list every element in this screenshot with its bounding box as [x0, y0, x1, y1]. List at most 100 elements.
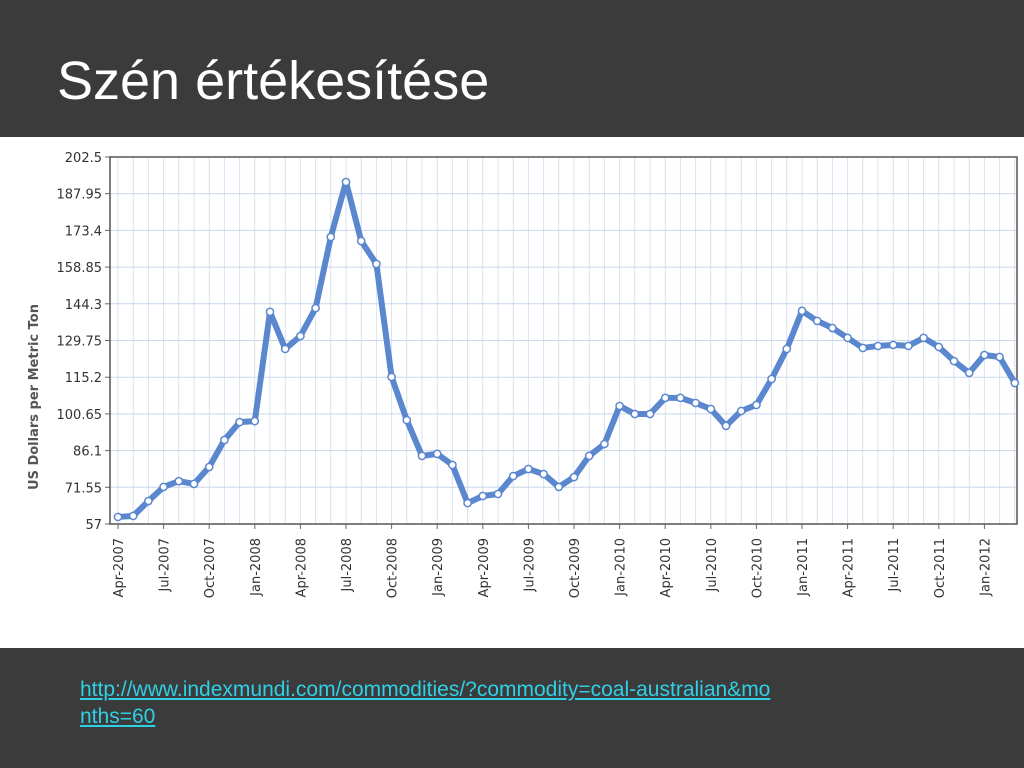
x-tick-label: Jan-2009: [431, 538, 446, 597]
y-tick-label: 129.75: [57, 335, 103, 350]
plot-border: [109, 156, 1018, 525]
x-tick-label: Jul-2007: [158, 538, 173, 592]
point: [1010, 378, 1020, 388]
x-tick-label: Apr-2011: [842, 538, 857, 597]
y-tick-label: 57: [85, 518, 102, 533]
point: [296, 331, 305, 341]
point: [873, 341, 883, 351]
source: http://www.indexmundi.com/commodities/?c…: [80, 676, 780, 730]
point: [128, 511, 138, 521]
point: [995, 352, 1004, 362]
point: [630, 409, 640, 419]
point: [736, 406, 746, 416]
point: [569, 472, 579, 482]
point: [676, 393, 685, 403]
point: [919, 333, 928, 343]
point: [448, 460, 457, 470]
point: [204, 462, 214, 472]
point: [341, 177, 351, 187]
point: [584, 451, 594, 461]
x-tick-label: Oct-2011: [933, 538, 948, 598]
point: [265, 307, 275, 317]
point: [600, 439, 609, 449]
x-tick-label: Oct-2010: [750, 538, 765, 598]
y-tick-label: 100.65: [57, 408, 103, 423]
point: [660, 393, 670, 403]
point: [752, 400, 761, 410]
point: [372, 259, 381, 269]
x-tick-label: Oct-2008: [386, 538, 401, 598]
point: [144, 496, 153, 506]
point: [949, 356, 959, 366]
point: [812, 316, 822, 326]
point: [235, 417, 244, 427]
plot: US Dollars per Metric Ton 57 71.55 86.1 100…: [27, 151, 1020, 598]
point: [843, 333, 852, 343]
point: [858, 343, 868, 353]
x-tick-label: Jul-2008: [340, 538, 355, 592]
point: [782, 344, 792, 354]
point: [159, 482, 168, 492]
point: [691, 398, 700, 408]
y-tick-label: 144.3: [65, 298, 102, 313]
y-tick-label: 173.4: [65, 224, 102, 239]
point: [524, 464, 533, 474]
source-link[interactable]: http://www.indexmundi.com/commodities/?c…: [80, 678, 771, 728]
point: [828, 323, 837, 333]
y-tick-label: 71.55: [65, 481, 102, 496]
point: [964, 368, 974, 378]
y-tick-label: 86.1: [73, 445, 102, 460]
x-tick-label: Jan-2011: [796, 538, 811, 597]
point: [904, 341, 913, 351]
point: [934, 342, 944, 352]
x-tick-label: Oct-2009: [568, 538, 583, 598]
point: [311, 303, 320, 313]
point: [417, 451, 427, 461]
x-tick-label: Jul-2010: [705, 538, 720, 592]
chart-image: US Dollars per Metric Ton 57 71.55 86.1 100…: [0, 137, 1024, 648]
point: [387, 372, 396, 382]
point: [539, 469, 548, 479]
x-tick-label: Apr-2009: [477, 538, 492, 597]
point: [706, 404, 716, 414]
point: [250, 416, 260, 426]
x-tick-label: Jul-2011: [887, 538, 902, 592]
y-tick-label: 202.5: [65, 151, 102, 166]
point: [113, 512, 123, 522]
chart: US Dollars per Metric Ton 57 71.55 86.1 100…: [27, 151, 1020, 598]
x-tick-label: Apr-2007: [112, 538, 127, 597]
point: [432, 449, 442, 459]
point: [980, 350, 989, 360]
point: [721, 421, 731, 431]
point: [493, 489, 503, 499]
point: [508, 471, 518, 481]
point: [767, 374, 776, 384]
slide-title: Szén értékesítése: [57, 51, 490, 111]
y-tick-label: 158.85: [57, 261, 103, 276]
y-tick-label: 187.95: [57, 188, 103, 203]
point: [797, 306, 807, 316]
point: [402, 415, 412, 425]
point: [356, 236, 366, 246]
x-tick-label: Jul-2009: [522, 538, 537, 592]
x-tick-label: Jan-2012: [978, 538, 993, 597]
point: [280, 344, 290, 354]
x-tick-label: Apr-2010: [659, 538, 674, 597]
x-tick-label: Oct-2007: [203, 538, 218, 598]
point: [478, 491, 488, 501]
point: [220, 435, 229, 445]
point: [645, 409, 655, 419]
point: [463, 498, 472, 508]
x-tick-label: Jan-2010: [614, 538, 629, 597]
point: [189, 479, 199, 489]
point: [554, 482, 564, 492]
point: [174, 476, 184, 486]
point: [326, 232, 336, 242]
y-tick-label: 115.2: [65, 371, 102, 386]
y-axis-label: US Dollars per Metric Ton: [27, 304, 42, 490]
point: [888, 340, 898, 350]
x-tick-label: Apr-2008: [294, 538, 309, 597]
point: [615, 401, 624, 411]
x-tick-label: Jan-2008: [249, 538, 264, 597]
